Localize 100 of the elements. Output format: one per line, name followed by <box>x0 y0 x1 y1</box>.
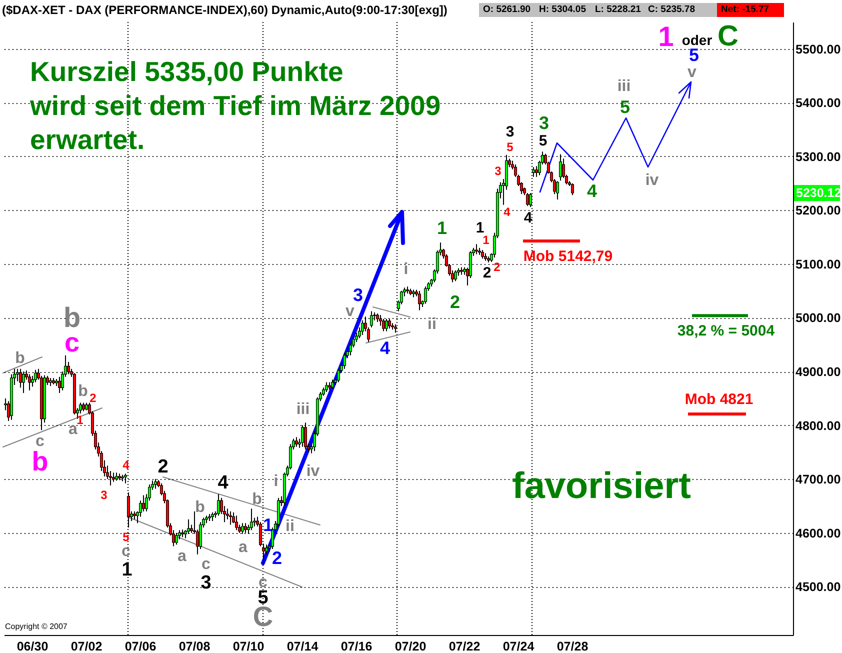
candlestick <box>529 192 532 208</box>
annotation: iii <box>296 401 310 418</box>
x-tick-label: 07/14 <box>286 640 318 653</box>
candlestick <box>325 382 328 392</box>
x-tick-label: 07/22 <box>448 640 480 653</box>
y-tick-label: 4700.00 <box>796 472 841 487</box>
y-tick-label: 5300.00 <box>796 150 841 164</box>
candlestick <box>571 182 574 196</box>
candlestick <box>532 166 535 178</box>
candlestick <box>418 290 421 311</box>
annotation: 2 <box>494 260 500 274</box>
x-tick-label: 06/30 <box>16 640 48 653</box>
text: C: 5235.78 <box>644 3 717 17</box>
annotation: 2 <box>482 264 492 282</box>
annotation: 4 <box>586 181 598 201</box>
ref-line-label: Mob 5142,79 <box>523 248 613 265</box>
annotation: 5 <box>122 530 130 544</box>
annotation: 1 <box>482 233 490 247</box>
candlestick <box>361 320 364 336</box>
annotation: wird seit dem Tief im März 2009 <box>30 90 441 121</box>
annotation: 2 <box>272 548 282 568</box>
annotation: 3 <box>506 124 514 140</box>
annotation: b <box>78 383 88 400</box>
y-tick-label: 4900.00 <box>796 365 841 380</box>
annotation: 4 <box>504 205 510 219</box>
candlestick <box>265 544 268 555</box>
text: L: 5228.21 <box>591 3 644 17</box>
x-tick-label: 07/08 <box>178 640 210 653</box>
annotation: i <box>274 473 278 490</box>
candlestick <box>250 508 253 531</box>
annotation: 3 <box>538 113 550 133</box>
x-tick-label: 07/06 <box>124 640 156 653</box>
y-tick-label: 5200.00 <box>796 204 841 218</box>
annotation: 5 <box>538 132 548 150</box>
annotation: 1 <box>76 413 84 427</box>
annotation: a <box>178 548 186 565</box>
annotation: C <box>718 20 738 52</box>
text: Net: -15.77 <box>717 3 784 17</box>
candlestick <box>217 494 220 516</box>
annotation: 1 <box>262 515 274 535</box>
candlestick <box>556 180 559 200</box>
x-tick-label: 07/20 <box>394 640 426 653</box>
annotation: a <box>238 539 248 556</box>
annotation: 4 <box>218 472 228 494</box>
annotation: 3 <box>200 572 212 594</box>
annotation: Copyright © 2007 <box>5 622 68 631</box>
ref-line-label: 38,2 % = 5004 <box>677 322 776 340</box>
annotation: erwartet. <box>30 124 145 155</box>
annotation: 4 <box>380 338 390 358</box>
annotation: 3 <box>352 285 364 305</box>
annotation: 5 <box>689 45 699 65</box>
annotation: 4 <box>524 210 532 226</box>
annotation: a <box>68 421 78 438</box>
candlestick <box>127 492 130 528</box>
annotation: 3 <box>494 164 502 178</box>
annotation: 5 <box>620 97 630 117</box>
ref-line-label: Mob 4821 <box>684 390 754 408</box>
annotation: c <box>258 574 268 591</box>
x-tick-label: 07/02 <box>70 640 102 653</box>
y-tick-label: 4800.00 <box>796 418 841 433</box>
candlestick <box>454 270 457 282</box>
candlestick <box>535 166 538 178</box>
candlestick <box>58 376 61 394</box>
annotation: Kursziel 5335,00 Punkte <box>30 56 344 87</box>
y-tick-label: 4600.00 <box>796 526 841 540</box>
text: H: 5304.05 <box>535 3 591 17</box>
annotation: 3 <box>100 488 108 502</box>
annotation: iv <box>645 172 659 189</box>
annotation: 2 <box>158 456 168 478</box>
y-tick-label: 5100.00 <box>796 257 841 272</box>
annotation: b <box>252 491 262 508</box>
annotation: ii <box>286 518 294 535</box>
annotation: v <box>688 64 696 81</box>
annotation: 1 <box>476 220 484 236</box>
annotation: i <box>404 261 408 278</box>
y-tick-label: 4500.00 <box>796 580 841 594</box>
text: 5230.12 <box>794 185 842 201</box>
annotation: b <box>15 350 25 367</box>
annotation: 4 <box>122 458 130 472</box>
annotation: iv <box>306 463 320 480</box>
candlestick <box>424 286 427 304</box>
x-tick-label: 07/10 <box>232 640 264 653</box>
y-tick-label: 5500.00 <box>796 42 841 56</box>
annotation: iii <box>617 78 631 95</box>
annotation: v <box>346 303 354 320</box>
x-tick-label: 07/28 <box>556 640 588 653</box>
annotation: favorisiert <box>512 465 691 506</box>
candlestick <box>235 515 238 531</box>
annotation: b <box>195 499 205 516</box>
candlestick <box>475 244 478 255</box>
x-tick-label: 07/24 <box>502 640 534 653</box>
y-tick-label: 5400.00 <box>796 96 841 110</box>
annotation: c <box>122 543 130 560</box>
x-tick-label: 07/16 <box>340 640 372 653</box>
annotation: 1 <box>436 218 448 238</box>
text: O: 5261.90 <box>479 3 535 17</box>
annotation: 5 <box>506 140 514 154</box>
candlestick <box>331 379 334 390</box>
annotation: 2 <box>90 391 96 405</box>
chart-title: ($DAX-XET - DAX (PERFORMANCE-INDEX),60) Dynamic,Auto(9:00-17:30[exg]) <box>2 3 448 17</box>
